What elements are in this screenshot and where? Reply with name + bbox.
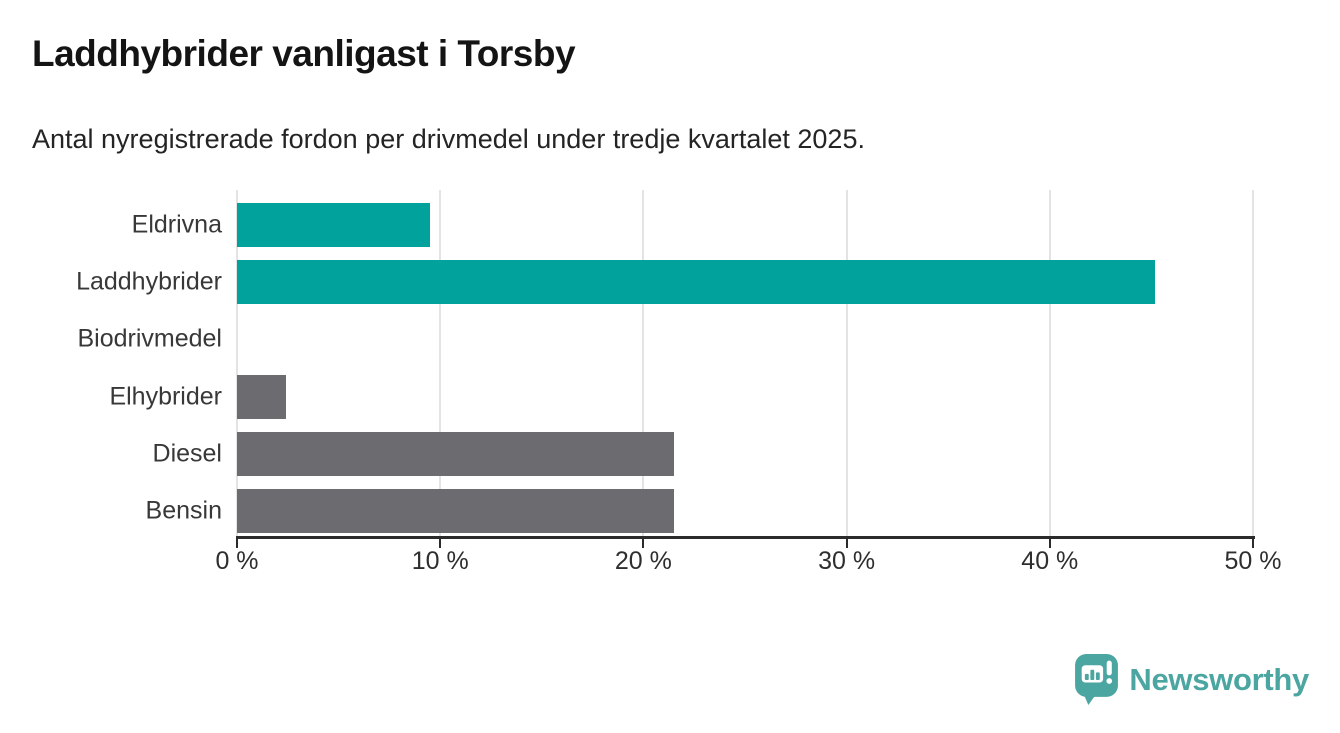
newsworthy-wordmark: Newsworthy xyxy=(1129,661,1309,697)
x-axis-tick-label: 0 % xyxy=(215,547,259,575)
gridline-50 xyxy=(1252,190,1254,538)
chart-title: Laddhybrider vanligast i Torsby xyxy=(32,33,576,74)
x-axis-tick-50 xyxy=(1252,539,1254,548)
x-axis-tick-30 xyxy=(845,539,848,548)
x-axis-tick-label: 10 % xyxy=(411,547,469,575)
x-axis-tick-label: 50 % xyxy=(1224,547,1282,575)
x-axis-tick-label: 20 % xyxy=(614,547,672,575)
newsworthy-logo: Newsworthy xyxy=(1075,654,1309,705)
bar-elhybrider xyxy=(237,374,286,419)
bar-bensin xyxy=(237,489,674,533)
category-label: Laddhybrider xyxy=(76,267,222,296)
category-label: Elhybrider xyxy=(109,382,222,411)
category-label: Bensin xyxy=(145,496,222,525)
chart-subtitle: Antal nyregistrerade fordon per drivmede… xyxy=(32,124,865,154)
bar-chart-plot: 0 % 10 % 20 % 30 % 40 % 50 % xyxy=(215,190,1281,575)
gridline-20 xyxy=(642,190,645,538)
x-axis-tick-40 xyxy=(1048,539,1051,548)
bar-laddhybrider xyxy=(237,260,1156,305)
x-axis-tick-10 xyxy=(439,539,442,548)
x-axis-line xyxy=(236,536,1255,539)
x-axis-tick-0 xyxy=(236,539,238,548)
gridline-10 xyxy=(439,190,442,538)
category-label: Diesel xyxy=(152,439,222,468)
x-axis-tick-label: 30 % xyxy=(818,547,876,575)
gridline-40 xyxy=(1048,190,1051,538)
x-axis-tick-label: 40 % xyxy=(1021,547,1079,575)
bar-eldrivna xyxy=(237,203,431,247)
gridline-30 xyxy=(845,190,848,538)
gridline-0 xyxy=(236,190,238,538)
newsworthy-logo-icon xyxy=(1075,654,1119,705)
category-label: Eldrivna xyxy=(131,210,222,239)
category-label: Biodrivmedel xyxy=(77,324,222,353)
category-axis-labels: Eldrivna Laddhybrider Biodrivmedel Elhybrid… xyxy=(0,190,222,538)
x-axis-tick-20 xyxy=(642,539,645,548)
bar-diesel xyxy=(237,431,674,476)
